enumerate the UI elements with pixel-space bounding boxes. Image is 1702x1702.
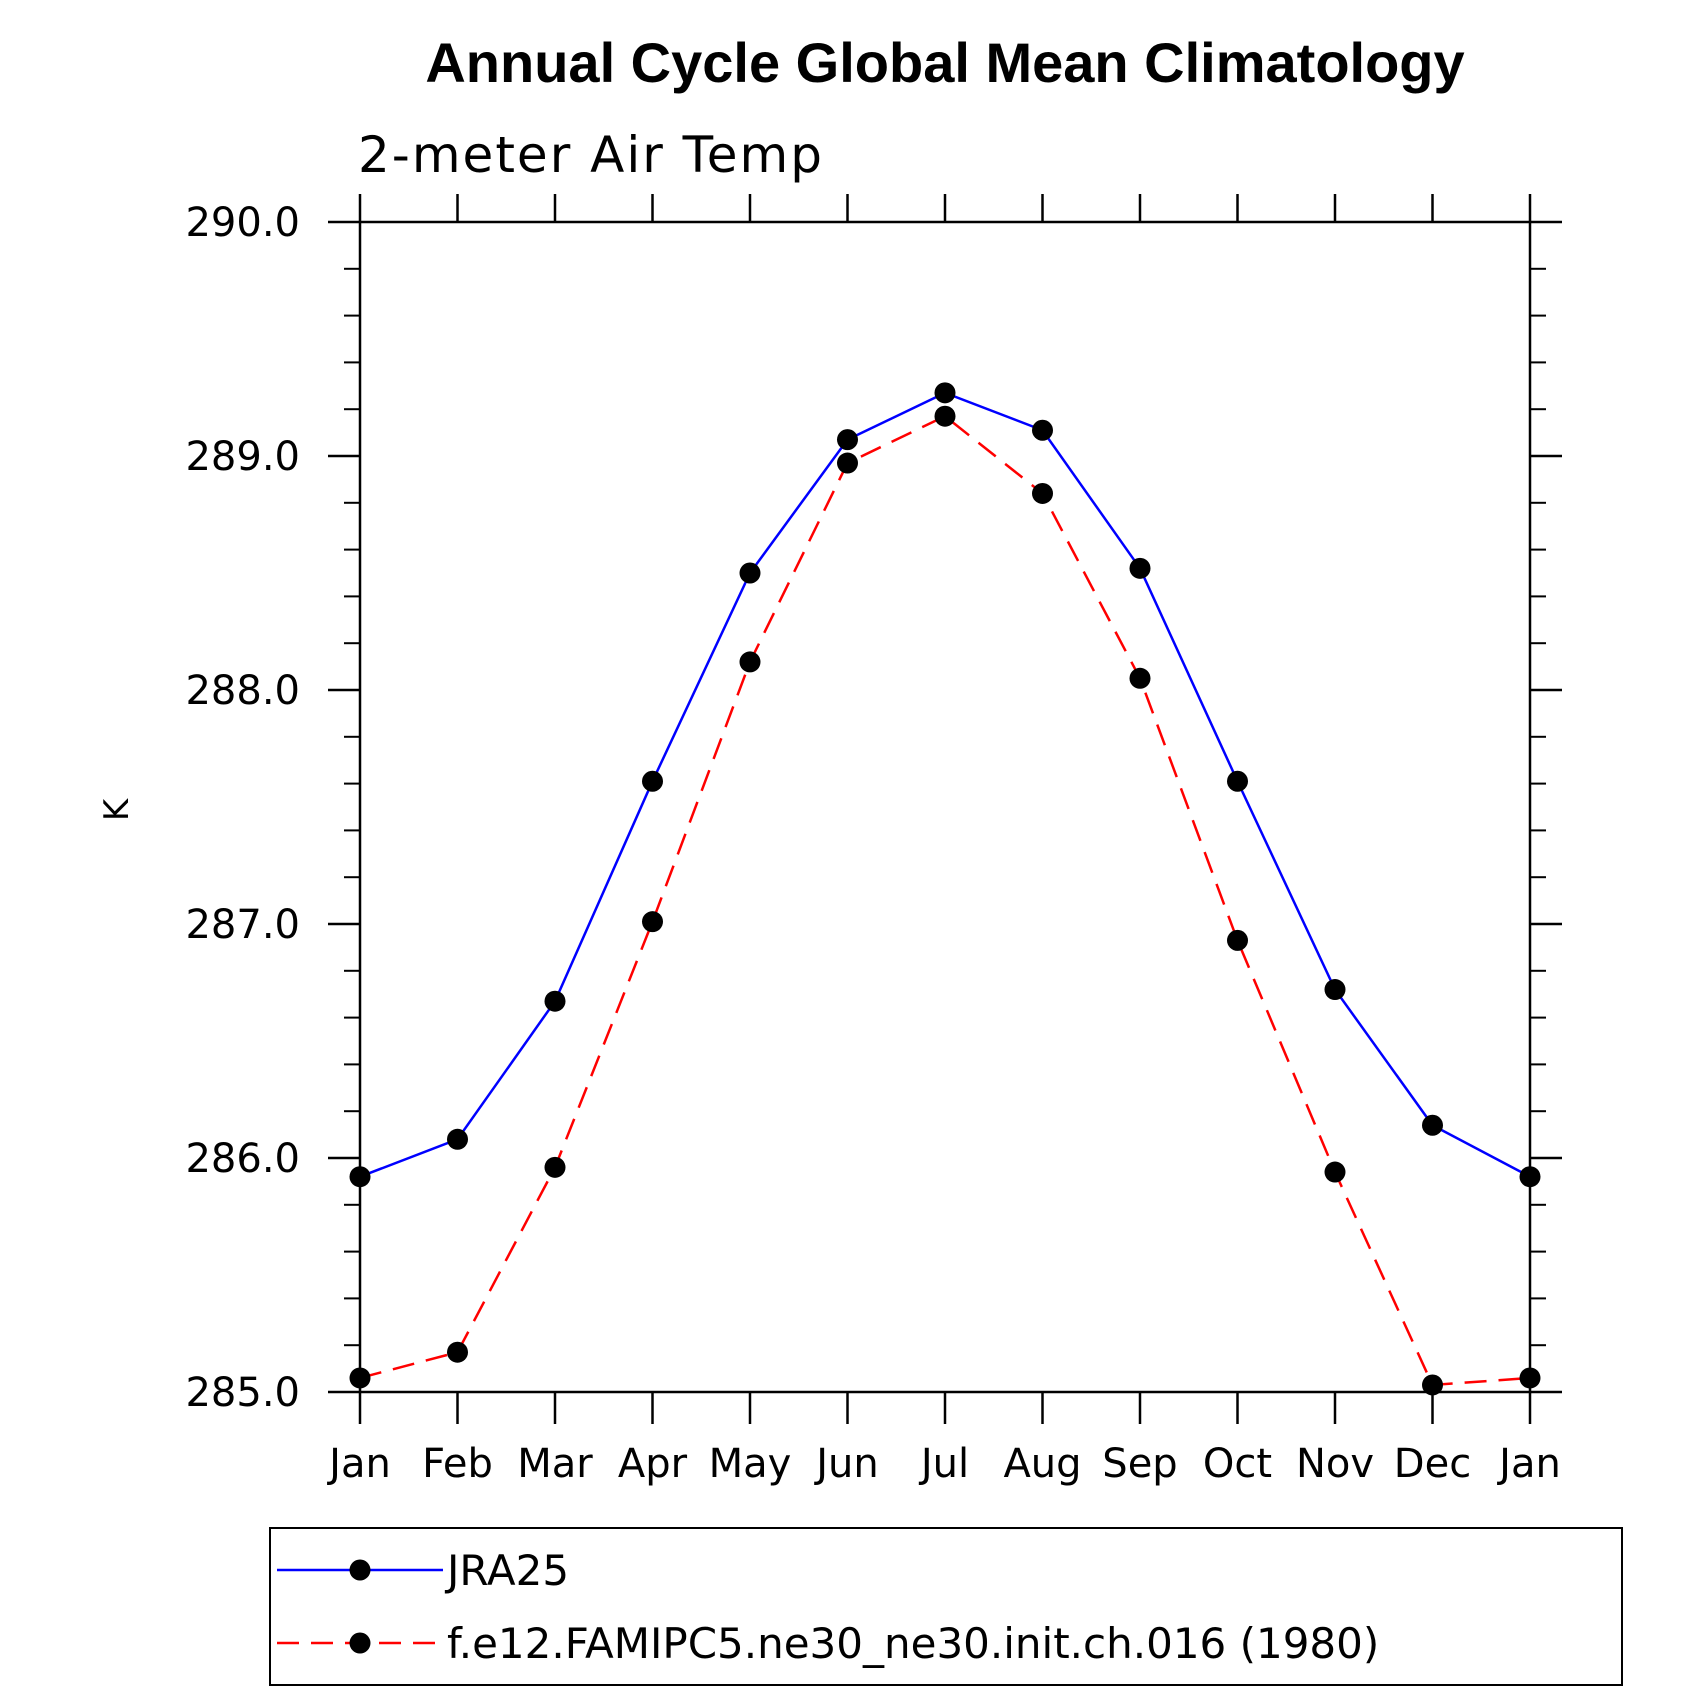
series-1-point xyxy=(642,911,663,933)
x-tick-label: Apr xyxy=(618,1441,688,1487)
series-0-point xyxy=(1422,1114,1443,1136)
chart-title: Annual Cycle Global Mean Climatology xyxy=(425,31,1464,94)
series-1-point xyxy=(349,1367,371,1389)
legend-marker-1 xyxy=(349,1632,371,1654)
series-0-point xyxy=(739,562,761,584)
series-1-point xyxy=(544,1156,566,1178)
x-tick-label: Dec xyxy=(1394,1441,1471,1487)
series-layer xyxy=(349,382,1541,1396)
legend-marker-0 xyxy=(349,1559,371,1581)
x-tick-label: Feb xyxy=(422,1441,493,1487)
legend-label-1: f.e12.FAMIPC5.ne30_ne30.init.ch.016 (198… xyxy=(447,1619,1379,1668)
x-tick-label: Jan xyxy=(1496,1441,1561,1487)
chart-subtitle: 2-meter Air Temp xyxy=(358,126,824,184)
series-0-point xyxy=(1519,1166,1541,1188)
series-1-point xyxy=(1324,1161,1346,1183)
x-tick-label: Aug xyxy=(1003,1441,1081,1487)
y-tick-label: 286.0 xyxy=(185,1136,300,1182)
series-0-point xyxy=(1227,770,1248,792)
x-tick-label: Sep xyxy=(1102,1441,1177,1487)
series-1-point xyxy=(1129,667,1151,689)
axis-ticks xyxy=(328,194,1562,1424)
y-tick-label: 289.0 xyxy=(185,434,300,480)
x-tick-label: Jun xyxy=(813,1441,879,1487)
series-0-point xyxy=(1129,557,1151,579)
x-tick-label: Oct xyxy=(1203,1441,1272,1487)
plot-frame xyxy=(358,220,1532,1394)
series-1-point xyxy=(1519,1367,1541,1389)
series-0-point xyxy=(349,1166,371,1188)
legend: JRA25 f.e12.FAMIPC5.ne30_ne30.init.ch.016… xyxy=(269,1527,1623,1686)
x-tick-label: Nov xyxy=(1296,1441,1374,1487)
y-tick-label: 285.0 xyxy=(185,1370,300,1416)
y-tick-label: 288.0 xyxy=(185,668,300,714)
series-0-point xyxy=(1324,979,1346,1001)
series-0-point xyxy=(1032,419,1053,441)
series-0-point xyxy=(642,770,663,792)
legend-frame xyxy=(269,1527,1623,1686)
series-1-point xyxy=(447,1341,468,1363)
series-1-point xyxy=(1032,482,1053,504)
series-1-point xyxy=(1422,1374,1443,1396)
x-tick-label: Mar xyxy=(517,1441,593,1487)
series-0-point xyxy=(447,1128,468,1150)
series-1-point xyxy=(837,452,858,474)
series-0-point xyxy=(544,990,566,1012)
series-1-point xyxy=(739,651,761,673)
series-0-point xyxy=(934,382,956,404)
x-tick-label: May xyxy=(709,1441,792,1487)
x-tick-label: Jan xyxy=(326,1441,391,1487)
series-0-point xyxy=(837,429,858,451)
tick-labels: Jan Feb Mar Apr May Jun Jul Aug Sep Oct Nov Dec Jan 2… xyxy=(185,200,1560,1487)
series-1-point xyxy=(1227,929,1248,951)
y-tick-label: 287.0 xyxy=(185,902,300,948)
series-line-1 xyxy=(359,414,1531,1387)
y-axis-label: K xyxy=(97,797,137,821)
x-tick-label: Jul xyxy=(918,1441,969,1487)
series-line-0 xyxy=(359,391,1531,1178)
y-tick-label: 290.0 xyxy=(185,200,300,246)
legend-label-0: JRA25 xyxy=(444,1546,569,1595)
series-1-point xyxy=(934,405,956,427)
